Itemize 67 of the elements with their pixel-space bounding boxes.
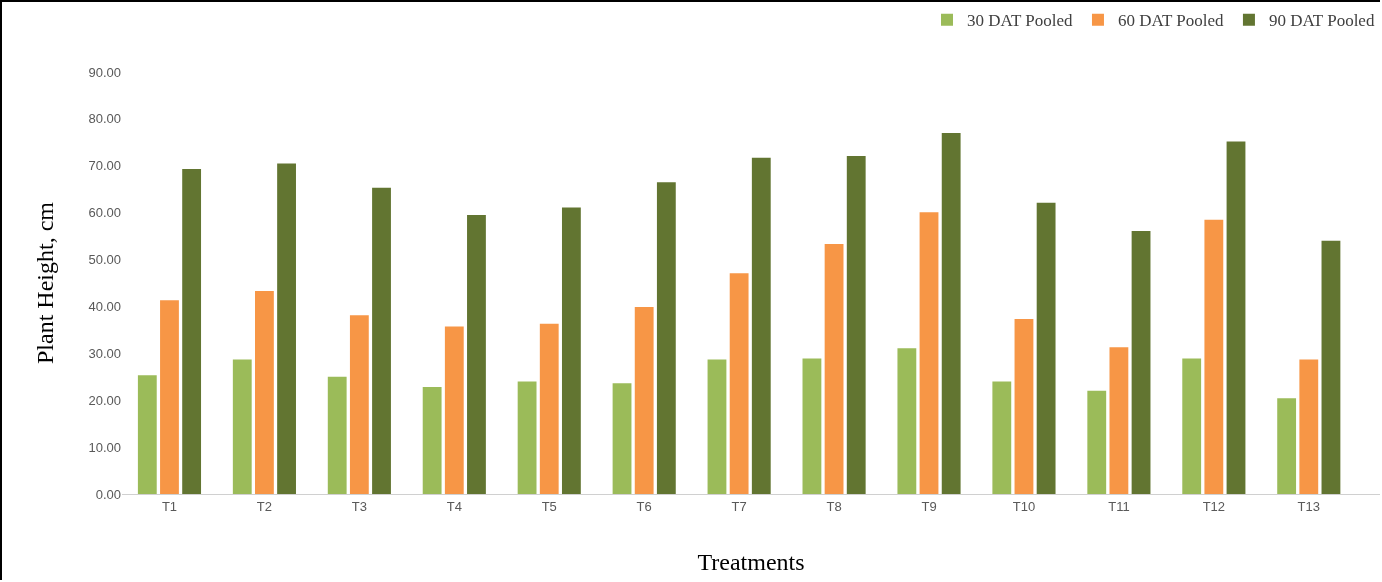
y-tick-label: 40.00 [88, 298, 121, 314]
x-tick-label: T6 [636, 498, 652, 514]
bar [539, 323, 559, 494]
bar [467, 215, 486, 494]
bar [327, 376, 347, 494]
bar [561, 207, 581, 494]
bar [846, 155, 866, 494]
x-tick-label: T7 [731, 498, 747, 514]
bar [612, 383, 632, 494]
bar [1299, 359, 1319, 494]
bar [824, 244, 844, 494]
bar [707, 359, 727, 494]
bar [751, 157, 771, 494]
legend-label: 60 DAT Pooled [1117, 11, 1224, 31]
legend-label: 30 DAT Pooled [967, 11, 1073, 31]
y-tick-label: 20.00 [88, 392, 121, 408]
y-tick-label: 90.00 [88, 64, 121, 80]
bar [1182, 358, 1202, 494]
x-tick-label: T10 [1012, 498, 1036, 514]
x-tick-label: T9 [921, 498, 937, 514]
bar [729, 273, 749, 494]
bar [160, 300, 179, 494]
bar [255, 290, 274, 494]
bar [444, 326, 464, 494]
bar [1131, 230, 1151, 494]
bar [517, 381, 537, 494]
bar [634, 306, 654, 494]
bar [656, 182, 676, 494]
bar [1036, 202, 1056, 494]
legend-label: 90 DAT Pooled [1268, 11, 1375, 31]
x-tick-label: T4 [446, 498, 462, 514]
bar [422, 387, 442, 494]
bar [1014, 319, 1034, 494]
y-axis-title: Plant Height, cm [31, 201, 58, 364]
bar [232, 359, 252, 494]
bar [137, 375, 157, 494]
bar [372, 187, 391, 494]
bar [897, 348, 917, 494]
bar [349, 315, 369, 494]
bar [1321, 240, 1341, 494]
bar [1087, 390, 1107, 494]
bar [182, 169, 202, 494]
x-tick-label: T2 [256, 498, 273, 514]
x-axis-title: Treatments [697, 548, 805, 575]
bar [1226, 141, 1246, 494]
bar [919, 212, 939, 494]
y-tick-label: 70.00 [88, 158, 121, 174]
bar [802, 358, 822, 494]
bar [1204, 219, 1224, 494]
y-tick-label: 60.00 [88, 205, 121, 221]
y-tick-label: 50.00 [88, 252, 121, 268]
x-tick-label: T8 [826, 498, 842, 514]
bar [992, 381, 1012, 494]
y-tick-label: 80.00 [88, 111, 121, 127]
y-tick-label: 30.00 [88, 345, 121, 361]
x-tick-label: T11 [1108, 498, 1130, 514]
bar [1109, 347, 1129, 494]
bar [1277, 398, 1297, 494]
bar [277, 163, 296, 494]
x-tick-label: T13 [1297, 498, 1320, 514]
y-tick-label: 0.00 [95, 486, 121, 502]
x-tick-label: T1 [161, 498, 178, 514]
bar [941, 132, 961, 494]
x-tick-label: T5 [541, 498, 557, 514]
x-tick-label: T12 [1202, 498, 1226, 514]
x-tick-label: T3 [351, 498, 367, 514]
y-tick-label: 10.00 [88, 439, 121, 455]
